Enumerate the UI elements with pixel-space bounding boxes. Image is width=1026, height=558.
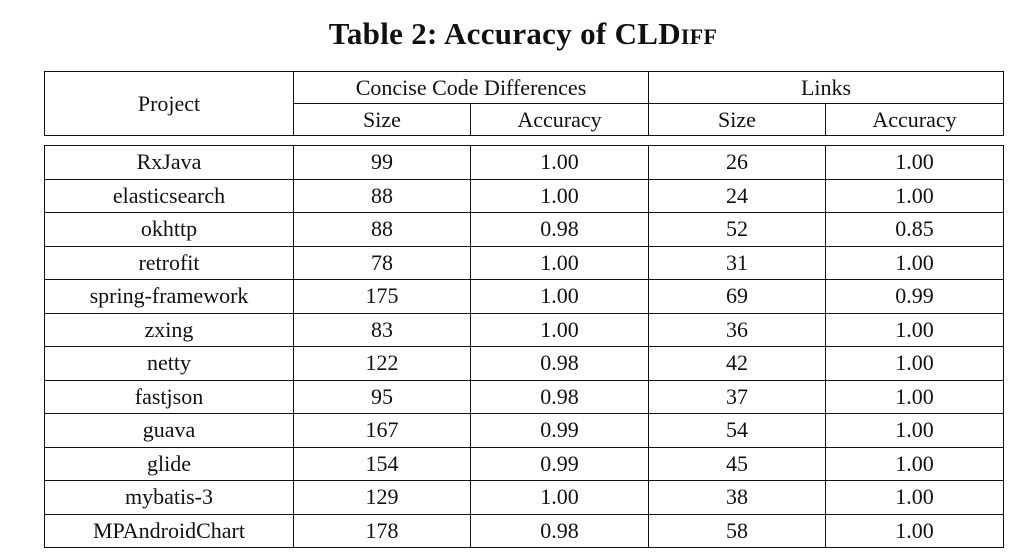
table-header: Project Concise Code Differences Links S…	[44, 71, 1004, 136]
cell-ccd-size: 88	[293, 212, 471, 247]
cell-links-accuracy: 1.00	[825, 145, 1004, 180]
cell-ccd-size: 99	[293, 145, 471, 180]
cell-ccd-accuracy: 0.98	[470, 379, 649, 414]
cell-project: netty	[44, 346, 294, 381]
cell-links-accuracy: 1.00	[825, 513, 1004, 548]
header-ccd-size: Size	[293, 103, 471, 136]
cell-ccd-size: 129	[293, 480, 471, 515]
header-links-accuracy: Accuracy	[825, 103, 1004, 136]
cell-ccd-accuracy: 1.00	[470, 480, 649, 515]
table-row: RxJava 99 1.00 26 1.00	[44, 145, 1004, 180]
cell-links-accuracy: 1.00	[825, 413, 1004, 448]
cell-ccd-size: 95	[293, 379, 471, 414]
table-row: spring-framework 175 1.00 69 0.99	[44, 279, 1004, 314]
cell-links-size: 36	[648, 312, 826, 347]
header-project: Project	[44, 71, 294, 136]
cell-project: fastjson	[44, 379, 294, 414]
cell-ccd-size: 122	[293, 346, 471, 381]
cell-ccd-size: 88	[293, 178, 471, 213]
cell-links-size: 45	[648, 446, 826, 481]
cell-links-accuracy: 1.00	[825, 245, 1004, 280]
table-row: okhttp 88 0.98 52 0.85	[44, 212, 1004, 247]
table-row: mybatis-3 129 1.00 38 1.00	[44, 480, 1004, 515]
cell-links-size: 26	[648, 145, 826, 180]
cell-links-size: 54	[648, 413, 826, 448]
table-row: MPAndroidChart 178 0.98 58 1.00	[44, 513, 1004, 548]
cell-project: zxing	[44, 312, 294, 347]
cell-links-accuracy: 0.99	[825, 279, 1004, 314]
cell-ccd-accuracy: 1.00	[470, 312, 649, 347]
header-links-size: Size	[648, 103, 826, 136]
cell-project: mybatis-3	[44, 480, 294, 515]
cell-project: retrofit	[44, 245, 294, 280]
header-ccd-accuracy: Accuracy	[470, 103, 649, 136]
caption-prefix: Table 2: Accuracy of	[328, 16, 615, 51]
cell-links-size: 69	[648, 279, 826, 314]
cell-ccd-accuracy: 0.99	[470, 413, 649, 448]
table-row: glide 154 0.99 45 1.00	[44, 446, 1004, 481]
caption-tool-name: CLDiff	[614, 16, 718, 51]
table-row: retrofit 78 1.00 31 1.00	[44, 245, 1004, 280]
cell-project: spring-framework	[44, 279, 294, 314]
cell-links-size: 58	[648, 513, 826, 548]
cell-ccd-accuracy: 1.00	[470, 245, 649, 280]
cell-ccd-size: 175	[293, 279, 471, 314]
header-links: Links	[648, 71, 1004, 104]
table-row: guava 167 0.99 54 1.00	[44, 413, 1004, 448]
cell-links-accuracy: 1.00	[825, 480, 1004, 515]
cell-ccd-accuracy: 1.00	[470, 145, 649, 180]
cell-ccd-size: 154	[293, 446, 471, 481]
cell-ccd-size: 167	[293, 413, 471, 448]
table-row: fastjson 95 0.98 37 1.00	[44, 379, 1004, 414]
cell-links-size: 37	[648, 379, 826, 414]
cell-project: elasticsearch	[44, 178, 294, 213]
cell-links-size: 42	[648, 346, 826, 381]
cell-project: guava	[44, 413, 294, 448]
cell-ccd-size: 78	[293, 245, 471, 280]
cell-links-accuracy: 1.00	[825, 178, 1004, 213]
cell-links-accuracy: 1.00	[825, 379, 1004, 414]
cell-project: glide	[44, 446, 294, 481]
cell-ccd-accuracy: 0.98	[470, 212, 649, 247]
cell-project: RxJava	[44, 145, 294, 180]
cell-ccd-accuracy: 0.99	[470, 446, 649, 481]
table-caption: Table 2: Accuracy of CLDiff	[0, 16, 1026, 52]
cell-links-size: 31	[648, 245, 826, 280]
cell-project: MPAndroidChart	[44, 513, 294, 548]
table-row: netty 122 0.98 42 1.00	[44, 346, 1004, 381]
cell-ccd-accuracy: 1.00	[470, 178, 649, 213]
cell-links-size: 24	[648, 178, 826, 213]
cell-ccd-size: 178	[293, 513, 471, 548]
table-body: RxJava 99 1.00 26 1.00 elasticsearch 88 1.00 24 1…	[44, 145, 1004, 548]
cell-links-size: 52	[648, 212, 826, 247]
cell-ccd-size: 83	[293, 312, 471, 347]
cell-links-accuracy: 1.00	[825, 312, 1004, 347]
cell-links-size: 38	[648, 480, 826, 515]
cell-links-accuracy: 1.00	[825, 346, 1004, 381]
cell-project: okhttp	[44, 212, 294, 247]
cell-ccd-accuracy: 0.98	[470, 513, 649, 548]
cell-ccd-accuracy: 1.00	[470, 279, 649, 314]
cell-links-accuracy: 0.85	[825, 212, 1004, 247]
cell-ccd-accuracy: 0.98	[470, 346, 649, 381]
table-row: elasticsearch 88 1.00 24 1.00	[44, 178, 1004, 213]
header-concise-code-differences: Concise Code Differences	[293, 71, 649, 104]
table-row: zxing 83 1.00 36 1.00	[44, 312, 1004, 347]
cell-links-accuracy: 1.00	[825, 446, 1004, 481]
